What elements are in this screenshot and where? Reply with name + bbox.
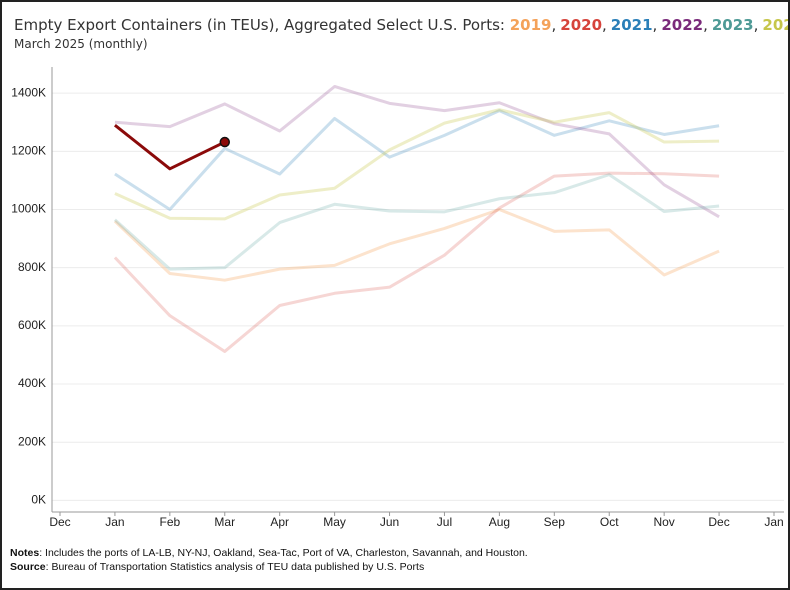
- note-label: Source: [10, 561, 46, 573]
- x-tick-label: Oct: [600, 515, 619, 529]
- series-line: [113, 173, 720, 271]
- legend-entry: 2023: [712, 16, 763, 34]
- x-tick-label: Jan: [105, 515, 124, 529]
- header: Empty Export Containers (in TEUs), Aggre…: [14, 16, 788, 51]
- y-tick-label: 1000K: [11, 202, 46, 216]
- title-row: Empty Export Containers (in TEUs), Aggre…: [14, 16, 788, 34]
- x-tick-label: Apr: [270, 515, 289, 529]
- series-line: [113, 123, 226, 171]
- series-line: [114, 109, 720, 212]
- x-tick-label: Dec: [708, 515, 729, 529]
- legend-entry: 2022: [661, 16, 712, 34]
- note-label: Notes: [10, 547, 40, 559]
- x-tick-label: Mar: [214, 515, 235, 529]
- note-text: : Bureau of Transportation Statistics an…: [45, 561, 425, 573]
- series-line: [114, 108, 720, 221]
- point-marker: [219, 136, 231, 148]
- y-tick-label: 400K: [18, 376, 46, 390]
- y-tick-label: 1400K: [11, 85, 46, 99]
- legend-entry: 2019: [510, 16, 561, 34]
- notes: Notes: Includes the ports of LA-LB, NY-N…: [10, 546, 528, 574]
- chart-title: Empty Export Containers (in TEUs), Aggre…: [14, 16, 505, 34]
- legend-entry: 2020: [560, 16, 611, 34]
- x-tick-label: Feb: [160, 515, 181, 529]
- note-row: Notes: Includes the ports of LA-LB, NY-N…: [10, 546, 528, 560]
- subtitle: March 2025 (monthly): [14, 37, 148, 51]
- x-tick-label: May: [323, 515, 346, 529]
- x-tick-label: Nov: [653, 515, 674, 529]
- series-line: [113, 208, 720, 282]
- y-tick-label: 200K: [18, 434, 46, 448]
- x-tick-label: Sep: [544, 515, 566, 529]
- x-tick-label: Jan: [764, 515, 783, 529]
- legend: 2019202020212022202320242025: [510, 16, 788, 34]
- x-tick-label: Jun: [380, 515, 399, 529]
- chart: 0K 200K 400K 600K 800K 1000K 1200K 1400K Dec Jan F…: [11, 67, 784, 529]
- note-row: Source: Bureau of Transportation Statist…: [10, 560, 528, 574]
- series-line: [114, 84, 720, 219]
- y-tick-label: 1200K: [11, 144, 46, 158]
- x-tick-label: Dec: [49, 515, 70, 529]
- y-tick-label: 600K: [18, 318, 46, 332]
- y-tick-label: 800K: [18, 260, 46, 274]
- y-tick-label: 0K: [31, 493, 46, 507]
- x-tick-label: Aug: [489, 515, 510, 529]
- legend-entry: 2021: [611, 16, 662, 34]
- note-text: : Includes the ports of LA-LB, NY-NJ, Oa…: [39, 547, 528, 559]
- legend-entry: 2024: [762, 16, 788, 34]
- series-line: [113, 171, 720, 353]
- x-tick-label: Jul: [437, 515, 452, 529]
